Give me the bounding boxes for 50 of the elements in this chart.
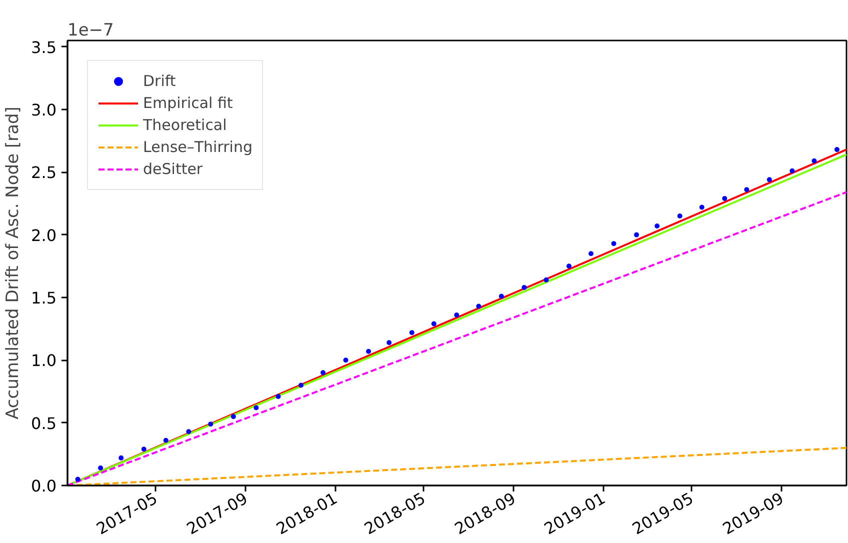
point <box>699 204 704 210</box>
y-tick-label: 3.0 <box>31 100 57 120</box>
legend-label: deSitter <box>143 160 203 178</box>
point <box>498 294 504 299</box>
point <box>634 232 640 238</box>
point <box>208 422 214 427</box>
point <box>366 348 372 354</box>
point <box>454 312 460 318</box>
point <box>677 213 682 218</box>
annotation: 1e−7 <box>68 20 114 40</box>
point <box>611 241 616 246</box>
point <box>141 446 146 452</box>
point <box>790 168 795 174</box>
legend-label: Lense–Thirring <box>143 138 252 156</box>
point <box>118 455 124 460</box>
point <box>834 147 840 152</box>
point <box>766 177 772 182</box>
point <box>230 414 236 420</box>
legend-label: Theoretical <box>143 116 227 134</box>
y-tick-label: 0.0 <box>31 476 57 496</box>
point <box>75 476 80 482</box>
legend-label: Drift <box>143 72 176 90</box>
point <box>566 264 572 269</box>
point <box>386 340 392 346</box>
point <box>254 405 259 410</box>
y-tick-label: 2.0 <box>31 226 57 245</box>
point <box>544 277 549 282</box>
point <box>320 370 326 376</box>
y-axis-title: Accumulated Drift of Asc. Node [rad] <box>3 106 24 420</box>
point <box>409 330 414 336</box>
y-tick-label: 1.5 <box>31 288 57 308</box>
point <box>186 429 192 434</box>
y-tick-label: 2.5 <box>31 163 57 182</box>
point <box>476 304 482 309</box>
point <box>744 187 750 192</box>
point <box>522 284 527 290</box>
point <box>343 358 348 363</box>
point <box>98 465 104 470</box>
point <box>654 224 660 229</box>
point <box>588 251 594 256</box>
point <box>812 158 817 164</box>
point <box>431 321 436 326</box>
y-tick-label: 1.0 <box>31 351 57 370</box>
point <box>163 438 168 443</box>
legend-label: Empirical fit <box>143 94 233 112</box>
y-tick-label: 0.5 <box>31 414 57 433</box>
point <box>298 382 304 388</box>
point <box>276 394 281 399</box>
y-tick-label: 3.5 <box>31 38 57 57</box>
point <box>722 196 728 201</box>
